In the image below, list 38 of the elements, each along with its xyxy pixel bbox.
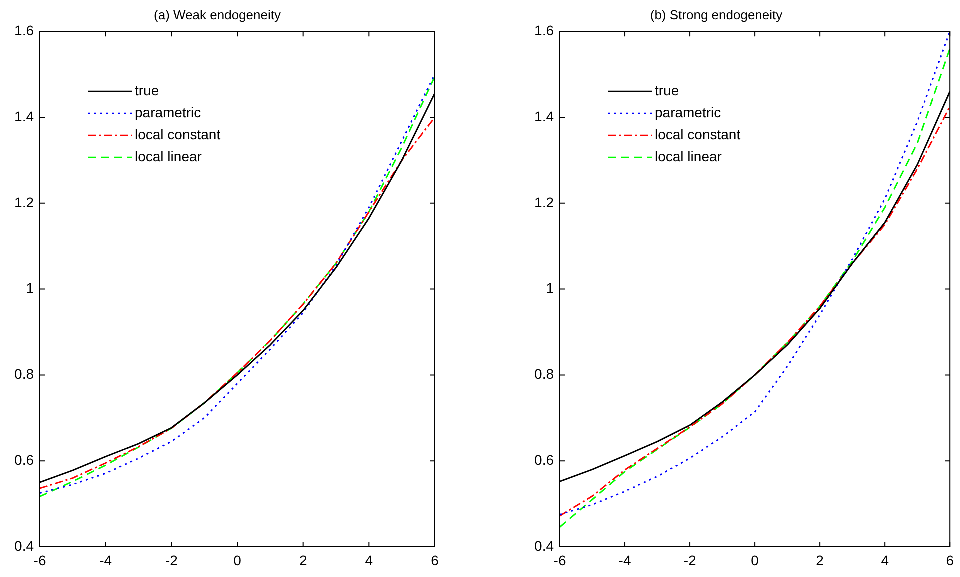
x-tick-label: -2 [165,552,178,568]
y-tick-label: 1.6 [14,22,34,38]
x-tick-label: -4 [618,552,632,568]
x-tick-label: 2 [816,552,824,568]
legend-label: local linear [655,148,722,164]
y-tick-label: 0.8 [14,366,34,382]
x-tick-label: -6 [554,552,566,568]
y-tick-label: 1 [546,280,554,296]
legend-label: local constant [135,126,221,142]
legend-label: parametric [655,104,722,120]
y-tick-label: 1.4 [14,108,34,124]
y-tick-label: 1 [26,280,34,296]
x-tick-label: 4 [365,552,374,568]
y-tick-label: 0.4 [534,538,554,554]
x-tick-label: 4 [881,552,890,568]
legend-label: local linear [135,148,202,164]
x-tick-label: 6 [946,552,954,568]
y-tick-label: 0.4 [14,538,34,554]
y-tick-label: 0.6 [534,452,554,468]
chart-title: (b) Strong endogeneity [650,7,784,22]
legend-label: true [135,82,160,98]
legend-label: true [655,82,680,98]
y-tick-label: 1.2 [14,194,34,210]
x-tick-label: 0 [751,552,760,568]
x-tick-label: -4 [100,552,112,568]
x-tick-label: 0 [234,552,242,568]
y-tick-label: 1.2 [534,194,554,210]
x-tick-label: 2 [299,552,308,568]
x-tick-label: -2 [684,552,696,568]
chart-title: (a) Weak endogeneity [154,7,282,22]
y-tick-label: 1.6 [534,22,554,38]
x-tick-label: -6 [34,552,46,568]
y-tick-label: 0.6 [14,452,34,468]
x-tick-label: 6 [431,552,440,568]
y-tick-label: 0.8 [534,366,554,382]
legend-label: local constant [655,126,741,142]
y-tick-label: 1.4 [534,108,554,124]
legend-label: parametric [135,104,202,120]
